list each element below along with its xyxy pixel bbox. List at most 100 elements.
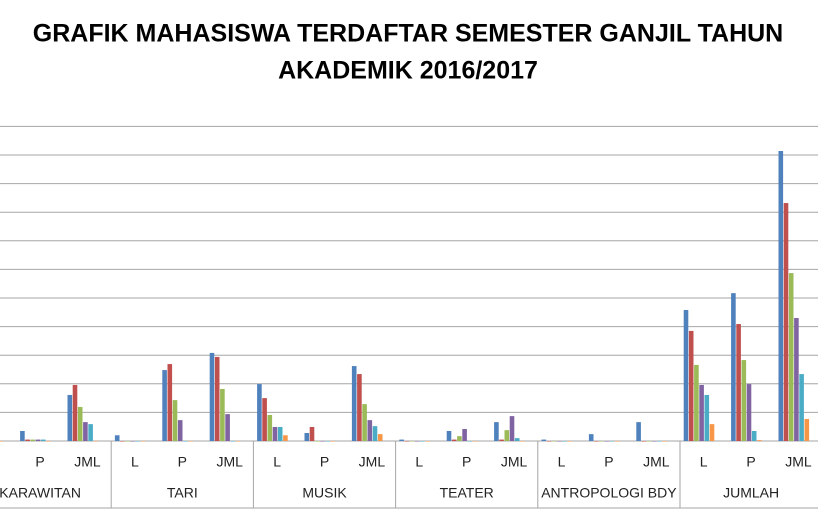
x-tick-label: L	[700, 454, 708, 470]
bar	[357, 374, 362, 441]
bar	[562, 441, 567, 442]
bar	[130, 441, 136, 442]
bar	[778, 150, 784, 441]
bar	[214, 356, 220, 441]
bar	[230, 441, 236, 442]
group-label: TEATER	[440, 485, 494, 501]
bar	[609, 441, 615, 442]
bar	[267, 414, 273, 441]
bar	[688, 330, 694, 441]
x-tick-label: L	[415, 454, 423, 470]
bar	[499, 439, 504, 441]
bar	[472, 441, 478, 442]
x-tick-label: JML	[216, 454, 243, 470]
bar	[709, 424, 715, 441]
bar	[425, 441, 430, 442]
bar	[736, 324, 741, 441]
bar	[541, 439, 547, 441]
bar	[304, 432, 310, 441]
x-tick-label: P	[604, 454, 613, 470]
bar	[783, 203, 789, 441]
x-tick-label: JML	[785, 454, 812, 470]
bar	[599, 441, 604, 442]
bar	[741, 360, 747, 441]
x-tick-label: P	[746, 454, 755, 470]
bar	[309, 426, 315, 441]
bar	[567, 441, 573, 442]
bar	[636, 422, 641, 441]
bar	[172, 400, 178, 441]
x-tick-label: L	[131, 454, 139, 470]
bar	[557, 441, 562, 442]
bar	[794, 318, 799, 441]
bar	[77, 406, 83, 441]
bar	[420, 441, 425, 442]
bar	[704, 394, 710, 441]
bar	[367, 420, 373, 441]
bar	[283, 435, 288, 441]
bar	[799, 374, 804, 441]
bar	[351, 366, 357, 441]
bar	[683, 310, 689, 441]
bar	[67, 394, 73, 441]
bar	[88, 424, 93, 441]
bar	[25, 439, 30, 441]
bar	[514, 438, 520, 441]
bar	[120, 441, 125, 442]
bar	[46, 441, 51, 442]
bar	[546, 441, 552, 442]
bar	[167, 364, 173, 441]
bar	[188, 441, 193, 442]
bar	[93, 441, 99, 442]
x-tick-label: L	[558, 454, 566, 470]
chart-title: AKADEMIK 2016/2017	[278, 57, 538, 85]
bar	[277, 426, 283, 441]
bar	[140, 441, 146, 442]
bar	[135, 441, 141, 442]
bar	[594, 441, 599, 442]
group-label: TARI	[167, 485, 198, 501]
bar	[467, 441, 473, 442]
bar	[657, 441, 662, 442]
x-tick-label: P	[178, 454, 187, 470]
bar	[409, 441, 415, 442]
bar	[257, 384, 262, 441]
bar	[509, 416, 515, 441]
bar	[40, 439, 46, 441]
bar	[320, 441, 325, 442]
bar	[0, 441, 4, 442]
bar	[446, 430, 452, 441]
bar	[377, 434, 383, 441]
group-label: ANTROPOLOGI BDY	[541, 485, 677, 501]
bar	[272, 426, 278, 441]
bar	[330, 441, 336, 442]
bar	[788, 273, 794, 441]
bar	[35, 439, 41, 441]
bar	[731, 293, 736, 441]
group-label: KARAWITAN	[0, 485, 81, 501]
bar	[551, 441, 557, 442]
bar	[404, 441, 410, 442]
bar	[325, 441, 330, 442]
chart-title: GRAFIK MAHASISWA TERDAFTAR SEMESTER GANJ…	[33, 20, 783, 48]
bar	[83, 422, 88, 441]
bar	[125, 441, 130, 442]
bar	[504, 430, 510, 441]
bar	[30, 439, 36, 441]
bar	[235, 441, 241, 442]
group-label: MUSIK	[302, 485, 347, 501]
bar	[646, 441, 652, 442]
bar	[72, 384, 78, 441]
bar	[694, 364, 699, 441]
bar	[177, 420, 183, 441]
x-tick-label: P	[320, 454, 329, 470]
x-tick-label: JML	[643, 454, 670, 470]
bar	[804, 418, 810, 441]
bar	[651, 441, 657, 442]
bar	[662, 441, 667, 442]
bar	[262, 398, 267, 441]
bar	[494, 422, 499, 441]
bar	[457, 436, 462, 441]
x-tick-label: P	[35, 454, 44, 470]
